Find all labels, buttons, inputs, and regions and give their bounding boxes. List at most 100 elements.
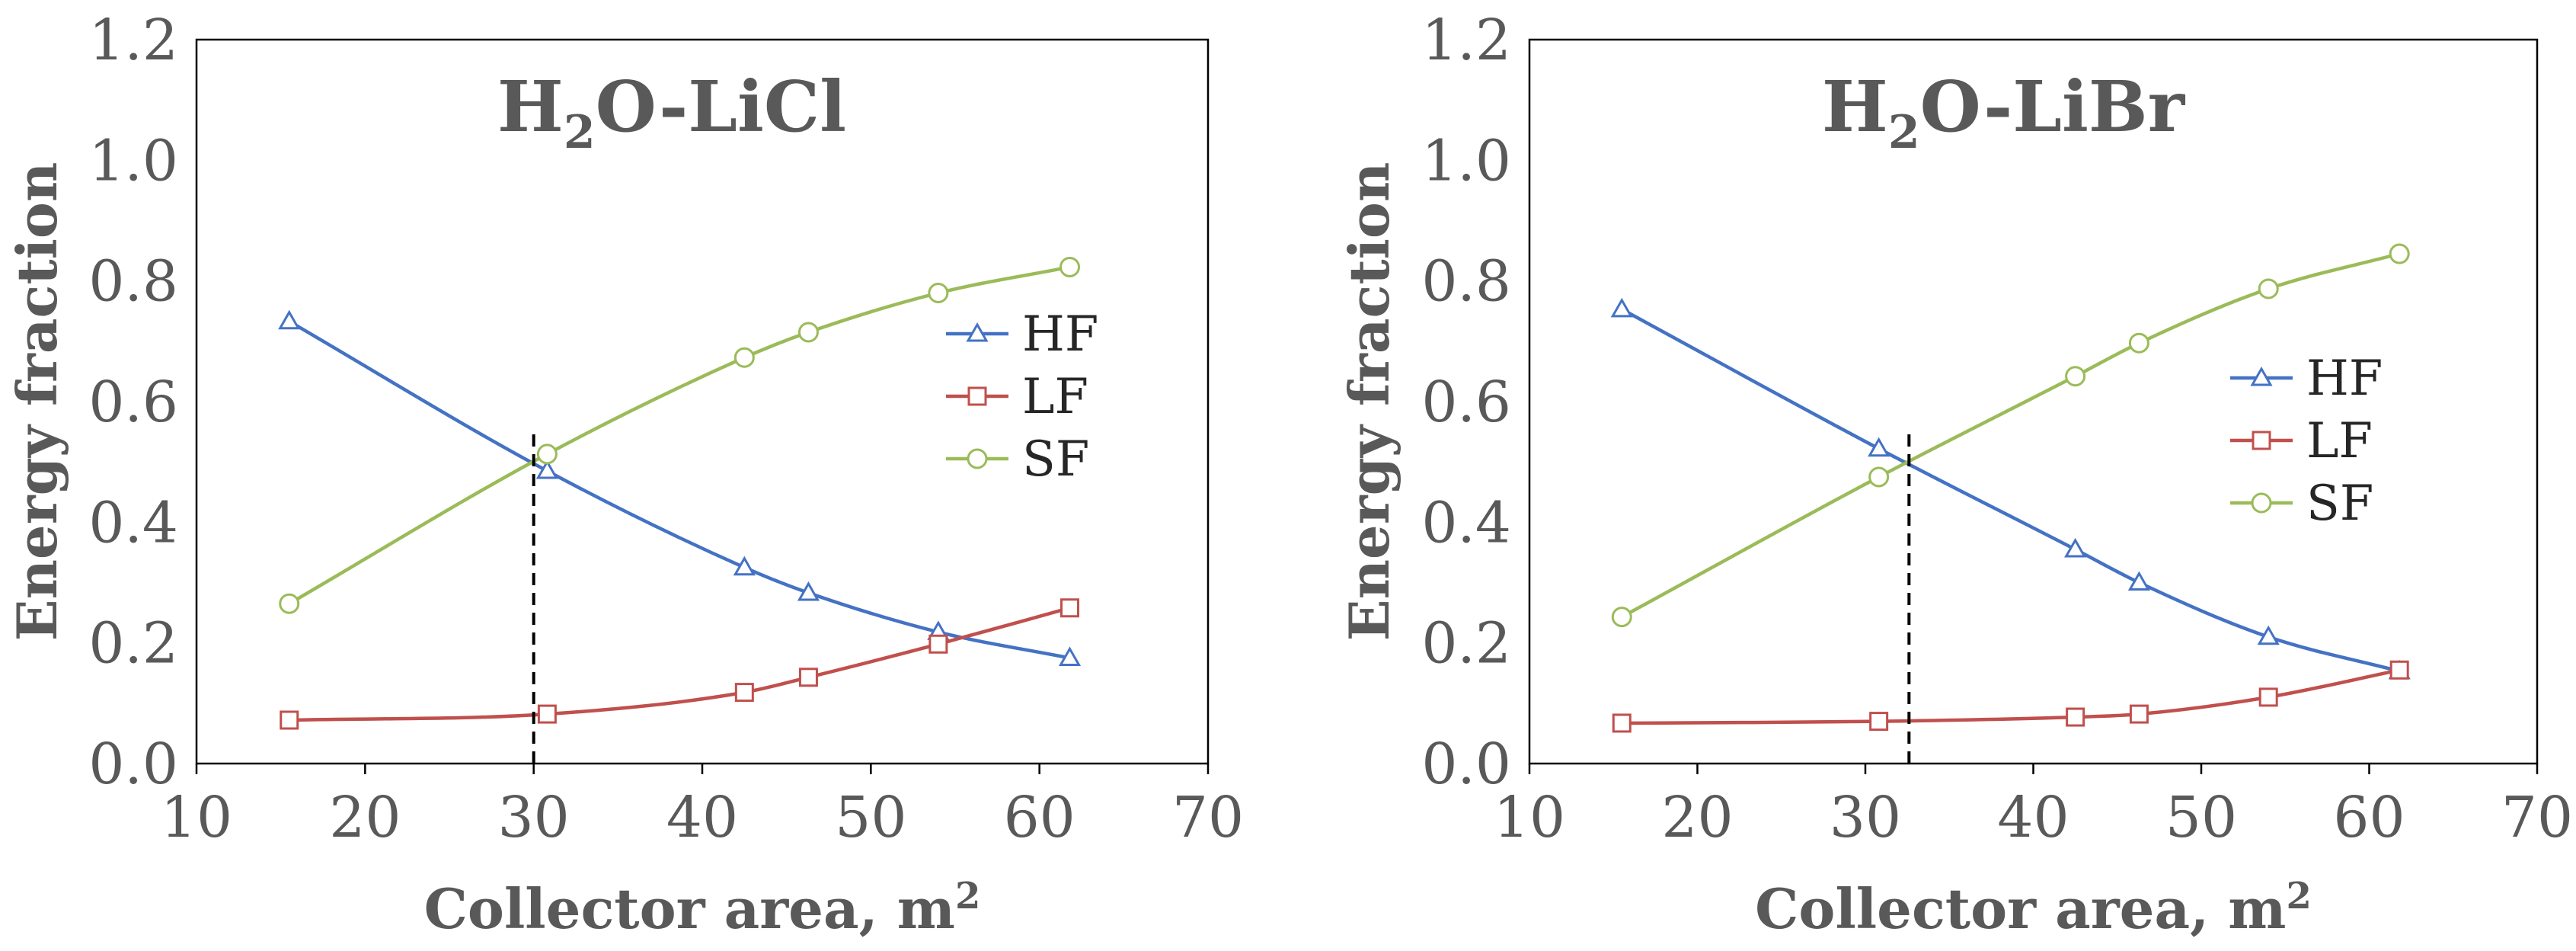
- data-point-hf: [797, 581, 820, 601]
- series-line-sf: [288, 265, 1070, 606]
- data-point-sf: [733, 347, 755, 368]
- data-point-hf: [1058, 646, 1082, 666]
- plot-area-border: [1528, 38, 2539, 765]
- x-tick-label: 60: [2333, 785, 2405, 850]
- x-tick-label: 10: [1494, 785, 1565, 850]
- data-point-sf: [1611, 607, 1632, 628]
- x-tick-label: 50: [2165, 785, 2237, 850]
- y-tick-label: 0.8: [88, 249, 178, 315]
- x-tick-label: 50: [835, 785, 906, 850]
- y-tick-label: 0.4: [1421, 490, 1511, 556]
- data-point-lf: [928, 634, 948, 654]
- data-point-sf: [2128, 332, 2149, 354]
- legend-label-hf: HF: [2306, 351, 2383, 407]
- data-point-sf: [1059, 256, 1081, 277]
- x-tick-label: 10: [161, 785, 232, 850]
- data-point-lf: [2129, 704, 2149, 724]
- y-tick-label: 0.6: [88, 370, 178, 435]
- x-tick-label: 60: [1004, 785, 1075, 850]
- legend-label-sf: SF: [1022, 431, 1089, 488]
- series-line-lf: [289, 606, 1071, 722]
- data-point-hf: [1868, 437, 1890, 457]
- x-axis-title: Collector area, m2: [424, 875, 981, 941]
- y-tick-label: 0.2: [88, 611, 178, 677]
- x-axis-title-text: Collector area, m: [424, 876, 955, 941]
- chart-title-text: O-LiCl: [596, 66, 847, 148]
- data-point-hf: [733, 556, 756, 576]
- y-tick-label: 0.4: [88, 490, 178, 556]
- chart-title-text: H: [497, 66, 564, 148]
- data-point-sf: [797, 322, 819, 343]
- x-tick-label: 30: [1830, 785, 1901, 850]
- data-point-hf: [535, 459, 558, 479]
- y-tick-label: 1.0: [1421, 128, 1511, 194]
- y-tick-label: 0.8: [1421, 249, 1511, 315]
- data-point-sf: [1868, 466, 1890, 488]
- data-point-sf: [279, 593, 300, 614]
- data-point-sf: [2389, 243, 2410, 264]
- chart-title-subscript: 2: [564, 106, 596, 159]
- data-point-lf: [537, 704, 557, 724]
- x-axis-title: Collector area, m2: [1755, 875, 2312, 941]
- series-hf: [278, 309, 1082, 666]
- legend: HF LF SF: [2230, 351, 2383, 532]
- data-point-sf: [2065, 366, 2086, 387]
- chart-title-text: H: [1822, 66, 1888, 148]
- data-point-lf: [734, 683, 754, 703]
- legend-marker-lf: [2252, 431, 2271, 450]
- chart-title: H2O-LiCl: [497, 66, 846, 159]
- y-axis-title: Energy fraction: [5, 162, 69, 642]
- x-tick-label: 20: [329, 785, 401, 850]
- data-point-sf: [928, 283, 949, 303]
- y-tick-label: 0.2: [1421, 611, 1511, 677]
- series-line-sf: [1621, 251, 2400, 619]
- x-axis-title-text: Collector area, m: [1755, 876, 2286, 941]
- y-tick-label: 0.6: [1421, 370, 1511, 435]
- chart-panel-1: 10 20 30 40 50 60 70 0.0 0.2 0.4 0.6 0.8 1.0 1.2 Energ…: [5, 8, 1244, 941]
- series-line-lf: [1622, 668, 2400, 725]
- series-lf: [1612, 660, 2409, 733]
- series-sf: [279, 256, 1081, 614]
- data-point-hf: [278, 309, 301, 330]
- series-line-hf: [288, 319, 1070, 660]
- data-point-hf: [2064, 537, 2087, 558]
- x-tick-label: 40: [666, 785, 738, 850]
- data-point-sf: [2258, 278, 2279, 299]
- y-tick-label: 1.2: [88, 8, 178, 73]
- data-point-lf: [280, 710, 299, 730]
- x-axis-title-superscript: 2: [955, 875, 980, 917]
- data-point-lf: [798, 668, 818, 687]
- data-point-sf: [536, 443, 558, 465]
- legend-marker-hf: [2250, 366, 2273, 386]
- legend-label-sf: SF: [2306, 476, 2373, 532]
- data-point-hf: [1610, 297, 1633, 318]
- series-hf: [1610, 297, 2411, 680]
- data-point-hf: [2127, 571, 2150, 591]
- chart-title-subscript: 2: [1888, 106, 1920, 159]
- x-tick-label: 70: [2501, 785, 2573, 850]
- chart-panel-2: 10 20 30 40 50 60 70 0.0 0.2 0.4 0.6 0.8 1.0 1.2 Energ…: [1337, 8, 2573, 941]
- legend-label-lf: LF: [1022, 369, 1088, 425]
- series-sf: [1611, 243, 2410, 628]
- legend-label-hf: HF: [1022, 306, 1098, 363]
- series-lf: [280, 598, 1080, 730]
- y-tick-label: 1.2: [1421, 8, 1511, 73]
- data-point-hf: [2257, 625, 2280, 645]
- legend-marker-sf: [967, 448, 988, 469]
- x-axis-title-superscript: 2: [2286, 875, 2311, 917]
- legend-marker-sf: [2251, 492, 2272, 514]
- y-tick-label: 0.0: [1421, 732, 1511, 797]
- y-tick-label: 0.0: [88, 732, 178, 797]
- data-point-lf: [2066, 707, 2085, 727]
- legend: HF LF SF: [946, 306, 1098, 488]
- data-point-lf: [2389, 660, 2409, 680]
- x-tick-label: 30: [498, 785, 570, 850]
- y-tick-label: 1.0: [88, 128, 178, 194]
- chart-title: H2O-LiBr: [1822, 66, 2186, 159]
- data-point-lf: [1060, 598, 1080, 618]
- data-point-lf: [2258, 687, 2278, 707]
- y-axis-title: Energy fraction: [1337, 162, 1401, 642]
- legend-marker-lf: [967, 386, 987, 406]
- series-line-hf: [1621, 307, 2400, 674]
